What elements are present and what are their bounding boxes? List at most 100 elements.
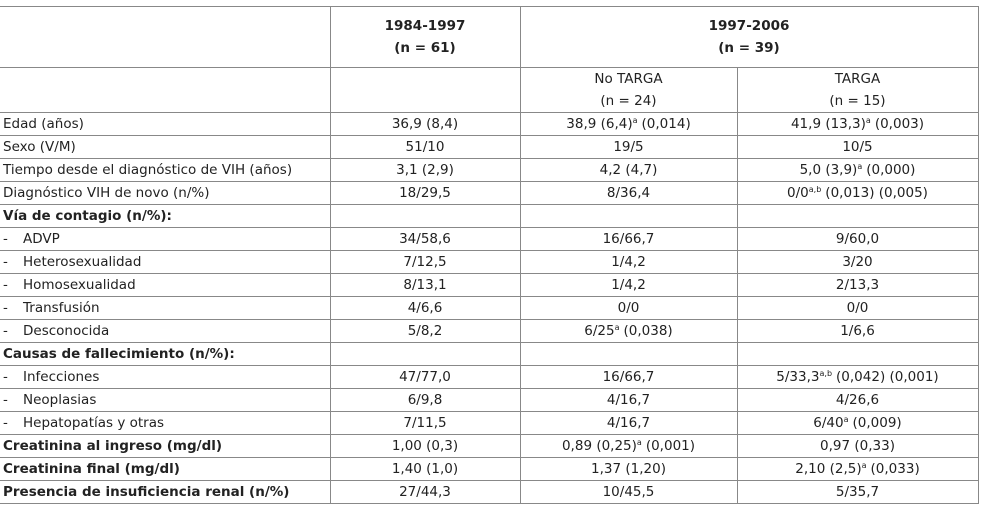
cell-value: 1/6,6: [840, 323, 875, 339]
cell-value: 27/44,3: [399, 484, 451, 500]
cell: 34/58,6: [329, 227, 521, 251]
row-label: Sexo (V/M): [0, 135, 331, 159]
cell: 8/13,1: [329, 273, 521, 297]
cell: 4/16,7: [519, 388, 738, 412]
table-row: Tiempo desde el diagnóstico de VIH (años…: [0, 158, 979, 182]
cell: 51/10: [329, 135, 521, 159]
cell: 41,9 (13,3)a (0,003): [736, 112, 979, 136]
label-text: Causas de fallecimiento (n/%):: [3, 346, 235, 362]
cell: [519, 204, 738, 228]
superscript: a: [632, 116, 638, 125]
cell: 0/0: [736, 296, 979, 320]
superscript: a: [614, 323, 620, 332]
table-row: Diagnóstico VIH de novo (n/%) 18/29,5 8/36…: [0, 181, 979, 205]
cell-value: 4/16,7: [606, 392, 651, 408]
superscript: a: [865, 116, 871, 125]
cell-value: 6/25: [584, 323, 615, 339]
table-row: Presencia de insuficiencia renal (n/%) 27…: [0, 480, 979, 504]
cell: 1/4,2: [519, 273, 738, 297]
cell-value: 10/45,5: [602, 484, 655, 500]
cell: 3,1 (2,9): [329, 158, 521, 182]
group-header: No TARGA (n = 24): [519, 67, 738, 113]
cell: 2/13,3: [736, 273, 979, 297]
cell: 0/0a,b (0,013) (0,005): [736, 181, 979, 205]
cell: 10/45,5: [519, 480, 738, 504]
cell: 18/29,5: [329, 181, 521, 205]
cell-value: 9/60,0: [835, 231, 880, 247]
label-text: Vía de contagio (n/%):: [3, 208, 172, 224]
cell: 36,9 (8,4): [329, 112, 521, 136]
cell-value: 10/5: [842, 139, 873, 155]
cell-value: 5/8,2: [407, 323, 443, 339]
cell: 10/5: [736, 135, 979, 159]
period-title: 1984-1997: [384, 18, 466, 34]
row-label: Creatinina final (mg/dl): [0, 457, 331, 481]
row-label: - Desconocida: [0, 319, 331, 343]
label-text: Transfusión: [23, 300, 100, 316]
label-text: Edad (años): [3, 116, 84, 132]
header-empty: [0, 6, 331, 68]
dash: -: [3, 415, 8, 431]
cell: 27/44,3: [329, 480, 521, 504]
group-title: No TARGA: [594, 71, 663, 87]
superscript: a: [861, 461, 867, 470]
cell-value: 2/13,3: [835, 277, 880, 293]
header-empty: [0, 67, 331, 113]
cell-value: 47/77,0: [399, 369, 451, 385]
period-n: (n = 39): [718, 40, 780, 56]
superscript: a: [843, 415, 849, 424]
p-value: (0,003): [874, 116, 925, 132]
p-value: (0,009): [852, 415, 902, 431]
dash: -: [3, 369, 8, 385]
cell-value: 5,0 (3,9): [799, 162, 858, 178]
group-n: (n = 15): [829, 93, 886, 109]
superscript: a,b: [808, 185, 822, 194]
dash: -: [3, 300, 8, 316]
row-label: Creatinina al ingreso (mg/dl): [0, 434, 331, 458]
dash: -: [3, 323, 8, 339]
cell: 9/60,0: [736, 227, 979, 251]
p-value: (0,033): [870, 461, 920, 477]
period-title: 1997-2006: [708, 18, 790, 34]
label-text: Creatinina al ingreso (mg/dl): [3, 438, 223, 454]
p-value: (0,014): [641, 116, 691, 132]
cell-value: 1,40 (1,0): [391, 461, 459, 477]
cell: 4/16,7: [519, 411, 738, 435]
cell-value: 6/40: [813, 415, 844, 431]
cell: 7/11,5: [329, 411, 521, 435]
cell: 7/12,5: [329, 250, 521, 274]
cell-value: 5/33,3: [776, 369, 820, 385]
cell: 5/33,3a,b (0,042) (0,001): [736, 365, 979, 389]
row-label: - ADVP: [0, 227, 331, 251]
table-body: 1984-1997 (n = 61) 1997-2006 (n = 39) No T…: [0, 6, 979, 504]
cell: 4/26,6: [736, 388, 979, 412]
cell-value: 4/16,7: [606, 415, 651, 431]
label-text: Sexo (V/M): [3, 139, 76, 155]
row-label: - Neoplasias: [0, 388, 331, 412]
cell: 16/66,7: [519, 365, 738, 389]
cell: 1/6,6: [736, 319, 979, 343]
cell-value: 5/35,7: [835, 484, 880, 500]
row-label: - Hepatopatías y otras: [0, 411, 331, 435]
cell-value: 0/0: [617, 300, 640, 316]
label-text: Desconocida: [23, 323, 110, 339]
superscript: a: [857, 162, 863, 171]
label-text: Infecciones: [23, 369, 100, 385]
cell: 8/36,4: [519, 181, 738, 205]
cell-value: 4/6,6: [407, 300, 443, 316]
cell: 6/9,8: [329, 388, 521, 412]
cell: 38,9 (6,4)a (0,014): [519, 112, 738, 136]
table-row: Edad (años) 36,9 (8,4) 38,9 (6,4)a (0,014) 4…: [0, 112, 979, 136]
row-label: - Heterosexualidad: [0, 250, 331, 274]
cell-value: 51/10: [405, 139, 445, 155]
dash: -: [3, 392, 8, 408]
header-empty: [329, 67, 521, 113]
label-text: Hepatopatías y otras: [23, 415, 165, 431]
p-value: (0,001): [645, 438, 696, 454]
cell-value: 7/12,5: [403, 254, 447, 270]
p-value: (0,013) (0,005): [825, 185, 928, 201]
dash: -: [3, 254, 8, 270]
cell: 4,2 (4,7): [519, 158, 738, 182]
cell: 6/25a (0,038): [519, 319, 738, 343]
row-label: Diagnóstico VIH de novo (n/%): [0, 181, 331, 205]
